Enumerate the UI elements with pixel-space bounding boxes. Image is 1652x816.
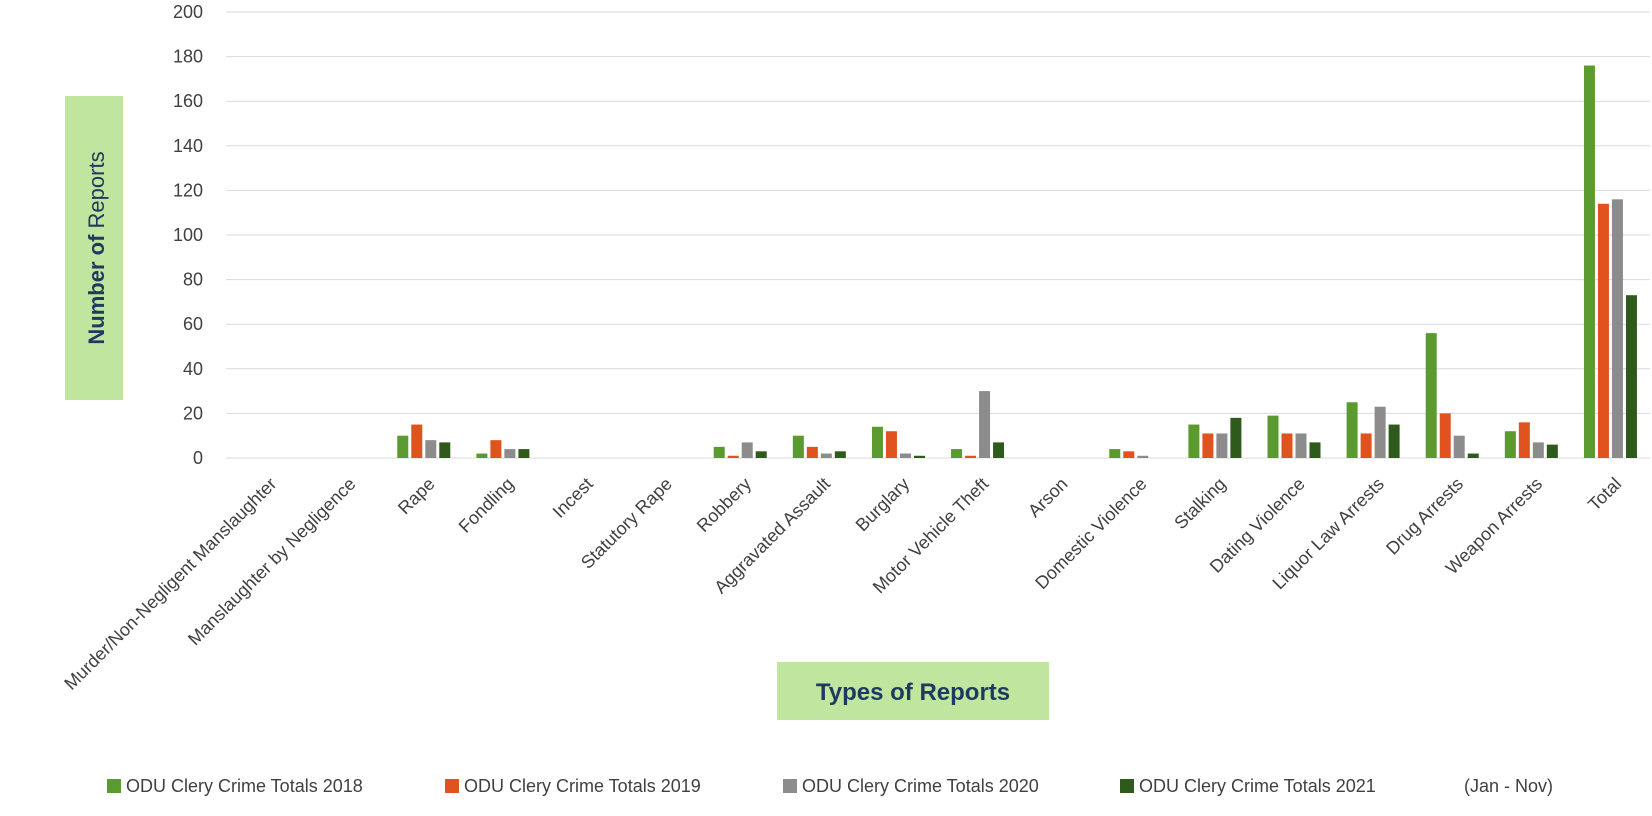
bar (1453, 435, 1465, 458)
bar (1216, 433, 1228, 458)
bar (1295, 433, 1307, 458)
legend-label: ODU Clery Crime Totals 2020 (802, 776, 1039, 796)
legend-swatch (107, 779, 121, 793)
bar (792, 435, 804, 458)
x-category-label: Robbery (693, 474, 755, 536)
bar (1518, 422, 1530, 458)
bar (439, 442, 451, 458)
bar (425, 440, 437, 458)
bar (1202, 433, 1214, 458)
bar (727, 455, 739, 458)
bar (885, 431, 897, 458)
y-axis-title-bold: Number of (84, 234, 109, 345)
x-category-label: Stalking (1170, 474, 1229, 533)
legend-label: ODU Clery Crime Totals 2019 (464, 776, 701, 796)
x-category-label: Fondling (455, 474, 518, 537)
bar (1625, 295, 1637, 458)
bar (1281, 433, 1293, 458)
legend-swatch (1120, 779, 1134, 793)
x-category-label: Incest (549, 474, 597, 522)
bar (490, 440, 502, 458)
bar (713, 446, 725, 458)
bar (1439, 413, 1451, 458)
x-category-label: Drug Arrests (1382, 474, 1467, 559)
bar (1388, 424, 1400, 458)
bar (1425, 333, 1437, 458)
bar (899, 453, 911, 458)
y-axis-title: Number of Reports (65, 96, 123, 400)
bar (834, 451, 846, 458)
bar (1346, 402, 1358, 458)
bar (504, 449, 516, 458)
y-axis-ticks: 0 20 40 60 80 100 120 140 160 180 200 (173, 2, 203, 468)
bar (1309, 442, 1321, 458)
x-category-label: Burglary (852, 474, 914, 536)
bar (1467, 453, 1479, 458)
bar (1267, 415, 1279, 458)
bar (1504, 431, 1516, 458)
y-tick-label: 120 (173, 180, 203, 200)
bar (518, 449, 530, 458)
y-tick-label: 100 (173, 225, 203, 245)
legend: ODU Clery Crime Totals 2018 ODU Clery Cri… (107, 776, 1553, 796)
x-category-label: Arson (1024, 474, 1071, 521)
bar (913, 455, 925, 458)
bar (993, 442, 1005, 458)
legend-swatch (783, 779, 797, 793)
bar (1546, 444, 1558, 458)
bar (965, 455, 977, 458)
x-axis-title-box (777, 662, 1049, 720)
y-tick-label: 160 (173, 91, 203, 111)
y-axis-title-regular: Reports (84, 151, 109, 228)
bars (397, 65, 1637, 459)
legend-swatch (445, 779, 459, 793)
bar (951, 449, 963, 458)
bar (1123, 451, 1135, 458)
y-tick-label: 200 (173, 2, 203, 22)
y-tick-label: 140 (173, 136, 203, 156)
y-tick-label: 80 (183, 270, 203, 290)
bar (741, 442, 753, 458)
bar (476, 453, 488, 458)
y-tick-label: 60 (183, 314, 203, 334)
y-axis-title-box (65, 96, 123, 400)
bar (1360, 433, 1372, 458)
x-axis-title: Types of Reports (777, 662, 1049, 720)
bar (411, 424, 423, 458)
y-tick-label: 20 (183, 403, 203, 423)
y-tick-label: 180 (173, 47, 203, 67)
legend-label: ODU Clery Crime Totals 2021 (1139, 776, 1376, 796)
bar (397, 435, 409, 458)
bar (1532, 442, 1544, 458)
bar (755, 451, 767, 458)
bar (820, 453, 832, 458)
bar (1597, 203, 1609, 458)
bar (1109, 449, 1121, 458)
bar (979, 391, 991, 458)
y-tick-label: 0 (193, 448, 203, 468)
bar (1188, 424, 1200, 458)
y-axis-title-text: Number of Reports (84, 151, 109, 344)
x-category-label: Manslaughter by Negligence (184, 474, 359, 649)
legend-note: (Jan - Nov) (1464, 776, 1553, 796)
x-category-label: Total (1584, 474, 1625, 515)
bar (1230, 417, 1242, 458)
bar (1374, 406, 1386, 458)
gridlines (226, 11, 1650, 459)
bar (871, 426, 883, 458)
bar (1137, 455, 1149, 458)
y-tick-label: 40 (183, 359, 203, 379)
bar (1611, 199, 1623, 458)
x-axis-title-text: Types of Reports (816, 679, 1010, 706)
x-category-label: Rape (394, 474, 439, 519)
x-axis-categories: Murder/Non-Negligent ManslaughterManslau… (60, 474, 1625, 694)
legend-label: ODU Clery Crime Totals 2018 (126, 776, 363, 796)
bar (806, 446, 818, 458)
bar (1583, 65, 1595, 459)
